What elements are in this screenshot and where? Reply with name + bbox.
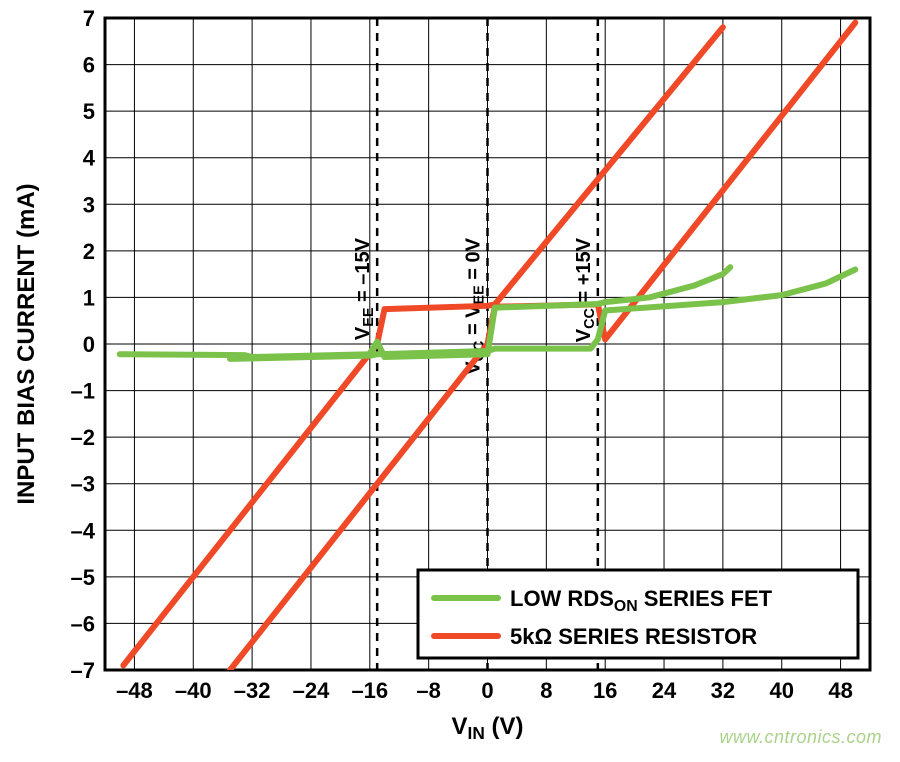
svg-text:5: 5 bbox=[83, 99, 95, 124]
svg-text:–6: –6 bbox=[71, 611, 95, 636]
svg-text:32: 32 bbox=[711, 678, 735, 703]
svg-text:5kΩ SERIES RESISTOR: 5kΩ SERIES RESISTOR bbox=[510, 624, 757, 649]
svg-text:–24: –24 bbox=[293, 678, 330, 703]
svg-text:–7: –7 bbox=[71, 658, 95, 683]
svg-text:–8: –8 bbox=[416, 678, 440, 703]
svg-text:INPUT BIAS CURRENT (mA): INPUT BIAS CURRENT (mA) bbox=[13, 183, 40, 504]
chart-container: { "chart": { "type": "line", "width": 90… bbox=[0, 0, 900, 762]
svg-text:LOW RDSON SERIES FET: LOW RDSON SERIES FET bbox=[510, 586, 773, 615]
line-chart: VEE = –15VVCC = VEE = 0VVCC = +15V–48–40… bbox=[0, 0, 900, 762]
svg-text:–4: –4 bbox=[71, 518, 96, 543]
svg-text:16: 16 bbox=[593, 678, 617, 703]
svg-text:48: 48 bbox=[828, 678, 852, 703]
svg-text:–48: –48 bbox=[116, 678, 153, 703]
svg-text:40: 40 bbox=[769, 678, 793, 703]
svg-text:4: 4 bbox=[83, 146, 96, 171]
svg-text:–16: –16 bbox=[351, 678, 388, 703]
svg-text:8: 8 bbox=[540, 678, 552, 703]
svg-text:–40: –40 bbox=[175, 678, 212, 703]
svg-text:–3: –3 bbox=[71, 472, 95, 497]
svg-text:0: 0 bbox=[481, 678, 493, 703]
svg-text:–5: –5 bbox=[71, 565, 95, 590]
svg-text:1: 1 bbox=[83, 285, 95, 310]
svg-text:24: 24 bbox=[652, 678, 677, 703]
svg-text:3: 3 bbox=[83, 192, 95, 217]
svg-text:–1: –1 bbox=[71, 379, 95, 404]
watermark: www.cntronics.com bbox=[719, 727, 882, 748]
svg-text:–32: –32 bbox=[234, 678, 271, 703]
svg-text:–2: –2 bbox=[71, 425, 95, 450]
svg-text:2: 2 bbox=[83, 239, 95, 264]
svg-text:0: 0 bbox=[83, 332, 95, 357]
svg-text:VIN (V): VIN (V) bbox=[452, 713, 524, 743]
svg-text:7: 7 bbox=[83, 6, 95, 31]
svg-text:6: 6 bbox=[83, 53, 95, 78]
